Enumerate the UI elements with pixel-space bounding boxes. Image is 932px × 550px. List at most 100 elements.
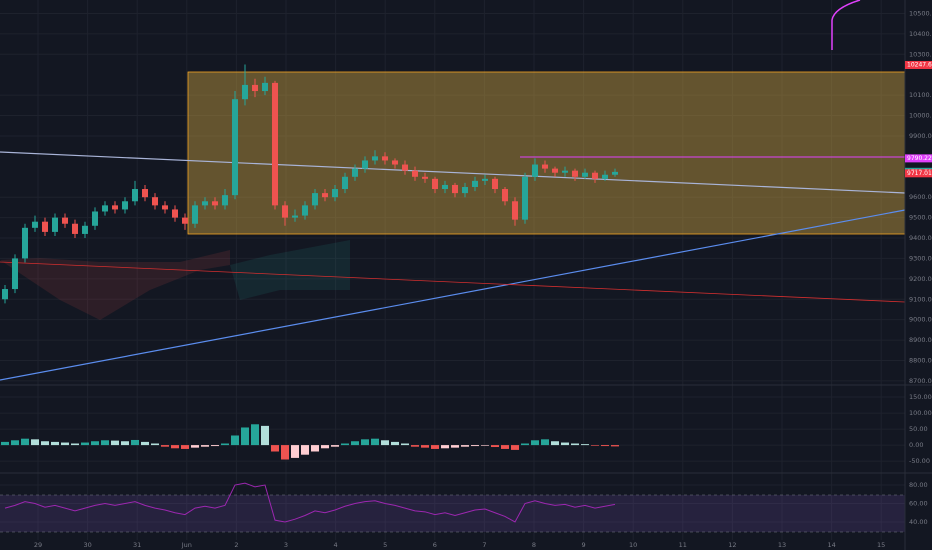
macd-bar [21, 438, 29, 446]
candle-body [12, 258, 18, 290]
macd-bar [71, 443, 79, 446]
x-tick-label: 31 [133, 541, 141, 549]
candle-body [432, 178, 438, 190]
macd-bar [371, 438, 379, 446]
candle-body [552, 168, 558, 173]
x-tick-label: 11 [679, 541, 687, 549]
x-tick-label: 13 [778, 541, 786, 549]
candle-body [122, 201, 128, 210]
macd-bar [451, 445, 459, 448]
macd-bar [1, 441, 9, 446]
candle-body [262, 82, 268, 92]
macd-bar [211, 445, 219, 447]
y-tick-label: 100.00 [909, 409, 932, 417]
macd-bar [191, 445, 199, 448]
trend-line [0, 151, 906, 194]
labels: 8700.008800.008900.009000.009100.009200.… [34, 9, 932, 549]
y-tick-label: 10300.00 [909, 50, 932, 58]
x-tick-label: 15 [877, 541, 885, 549]
macd-bar [131, 439, 139, 446]
price-label-box [905, 169, 932, 178]
candle-body [232, 99, 238, 196]
macd-bar [11, 440, 19, 446]
macd-bar [51, 441, 59, 446]
macd-bar [321, 445, 329, 449]
y-tick-label: 9400.00 [909, 234, 932, 242]
price-label: 10247.68 [907, 61, 932, 68]
marks [1, 64, 619, 523]
y-tick-label: 40.00 [909, 518, 928, 526]
macd-bar [41, 441, 49, 446]
macd-bar [491, 445, 499, 448]
candle-body [52, 217, 58, 232]
candle-body [292, 215, 298, 218]
candle-body [212, 201, 218, 206]
candle-body [392, 160, 398, 165]
y-tick-label: 50.00 [909, 425, 928, 433]
trend-line [0, 209, 906, 381]
macd-bar [411, 445, 419, 447]
candle-body [62, 217, 68, 224]
x-tick-label: 9 [582, 541, 586, 549]
candle-body [272, 82, 278, 206]
y-tick-label: 8800.00 [909, 357, 932, 365]
macd-bar [111, 440, 119, 446]
macd-bar [461, 445, 469, 447]
candle-body [202, 201, 208, 206]
macd-bar [241, 427, 249, 446]
macd-bar [581, 444, 589, 446]
candle-body [192, 205, 198, 224]
candle-body [162, 205, 168, 210]
macd-bar [531, 440, 539, 446]
rsi-band [0, 495, 905, 532]
candle-body [112, 205, 118, 210]
grid [0, 0, 905, 540]
x-tick-label: 2 [234, 541, 238, 549]
x-tick-label: 14 [827, 541, 835, 549]
macd-bar [271, 445, 279, 452]
y-tick-label: 8900.00 [909, 336, 932, 344]
y-tick-label: 9900.00 [909, 132, 932, 140]
macd-bar [601, 445, 609, 447]
candle-body [132, 189, 138, 202]
candle-body [312, 193, 318, 206]
y-tick-label: 9500.00 [909, 214, 932, 222]
candle-body [382, 156, 388, 161]
macd-bar [571, 443, 579, 446]
macd-bar [341, 443, 349, 446]
y-tick-label: 8700.00 [909, 377, 932, 385]
macd-bar [521, 443, 529, 446]
macd-bar [31, 439, 39, 446]
x-tick-label: 29 [34, 541, 42, 549]
macd-bar [471, 445, 479, 447]
y-tick-label: 9300.00 [909, 254, 932, 262]
macd-bar [81, 442, 89, 446]
macd-bar [261, 425, 269, 446]
candle-body [362, 160, 368, 169]
macd-bar [551, 441, 559, 446]
x-tick-label: 7 [482, 541, 486, 549]
range-zone [187, 71, 906, 235]
candle-body [322, 193, 328, 198]
y-tick-label: 0.00 [909, 441, 923, 449]
cloud-bull [230, 240, 350, 300]
macd-bar [591, 445, 599, 446]
candle-body [602, 174, 608, 179]
macd-bar [311, 445, 319, 452]
x-tick-label: 3 [284, 541, 288, 549]
candle-body [472, 180, 478, 187]
macd-bar [361, 439, 369, 446]
candle-body [532, 164, 538, 177]
candle-body [492, 178, 498, 190]
y-tick-label: 10400.00 [909, 30, 932, 38]
candle-body [332, 189, 338, 198]
macd-bar [561, 442, 569, 446]
candle-body [242, 84, 248, 100]
candle-body [582, 172, 588, 177]
macd-bar [431, 445, 439, 449]
candle-body [372, 156, 378, 161]
x-tick-label: 5 [383, 541, 387, 549]
candle-body [2, 289, 8, 300]
